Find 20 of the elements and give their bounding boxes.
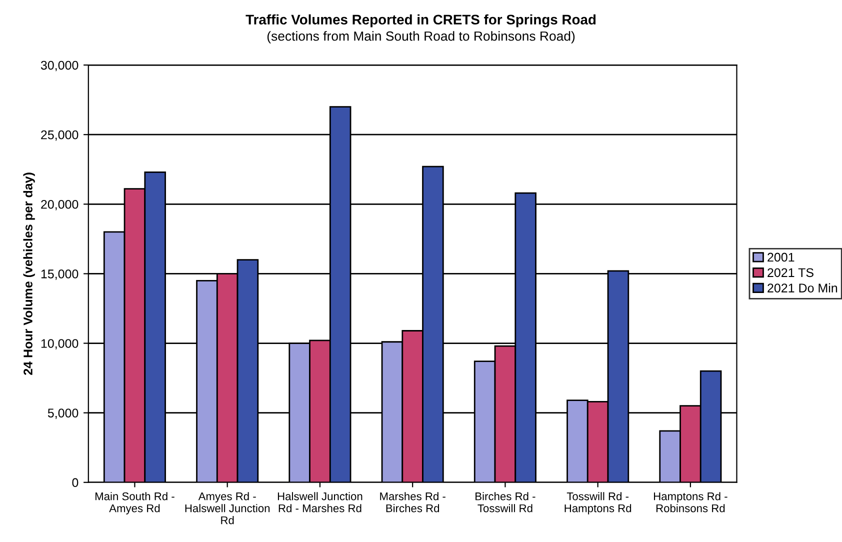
x-tick-label: Marshes Rd - Birches Rd: [380, 492, 446, 512]
x-tick-label: Amyes Rd - Halswell Junction Rd: [185, 492, 270, 524]
y-tick-label: 20,000: [41, 200, 78, 210]
y-tick-label: 25,000: [41, 130, 78, 141]
y-tick-label: 30,000: [40, 60, 78, 72]
y-tick-label: 0: [72, 478, 78, 488]
x-tick-label: Birches Rd - Tosswill Rd: [476, 492, 536, 512]
x-tick-label: Tosswill Rd - Hamptons Rd: [564, 492, 632, 514]
y-tick-label: 5,000: [48, 408, 78, 419]
legend-label: 2021 TS: [768, 268, 814, 278]
legend-label: 2001: [768, 252, 794, 262]
y-axis-title: 24 Hour Volume (vehicles per day): [23, 172, 35, 375]
y-tick-label: 15,000: [41, 270, 78, 280]
chart-title: Traffic Volumes Reported in CRETS for Springs Road: [246, 14, 596, 28]
chart-subtitle: (sections from Main South Road to Robinsons Road): [267, 31, 575, 44]
legend-label: 2021 Do Min: [768, 283, 838, 292]
x-tick-label: Halswell Junction Rd - Marshes Rd: [278, 492, 362, 512]
x-tick-label: Main South Rd - Amyes Rd: [95, 492, 174, 514]
y-tick-label: 10,000: [41, 339, 78, 350]
x-tick-label: Hamptons Rd - Robinsons Rd: [654, 492, 728, 512]
